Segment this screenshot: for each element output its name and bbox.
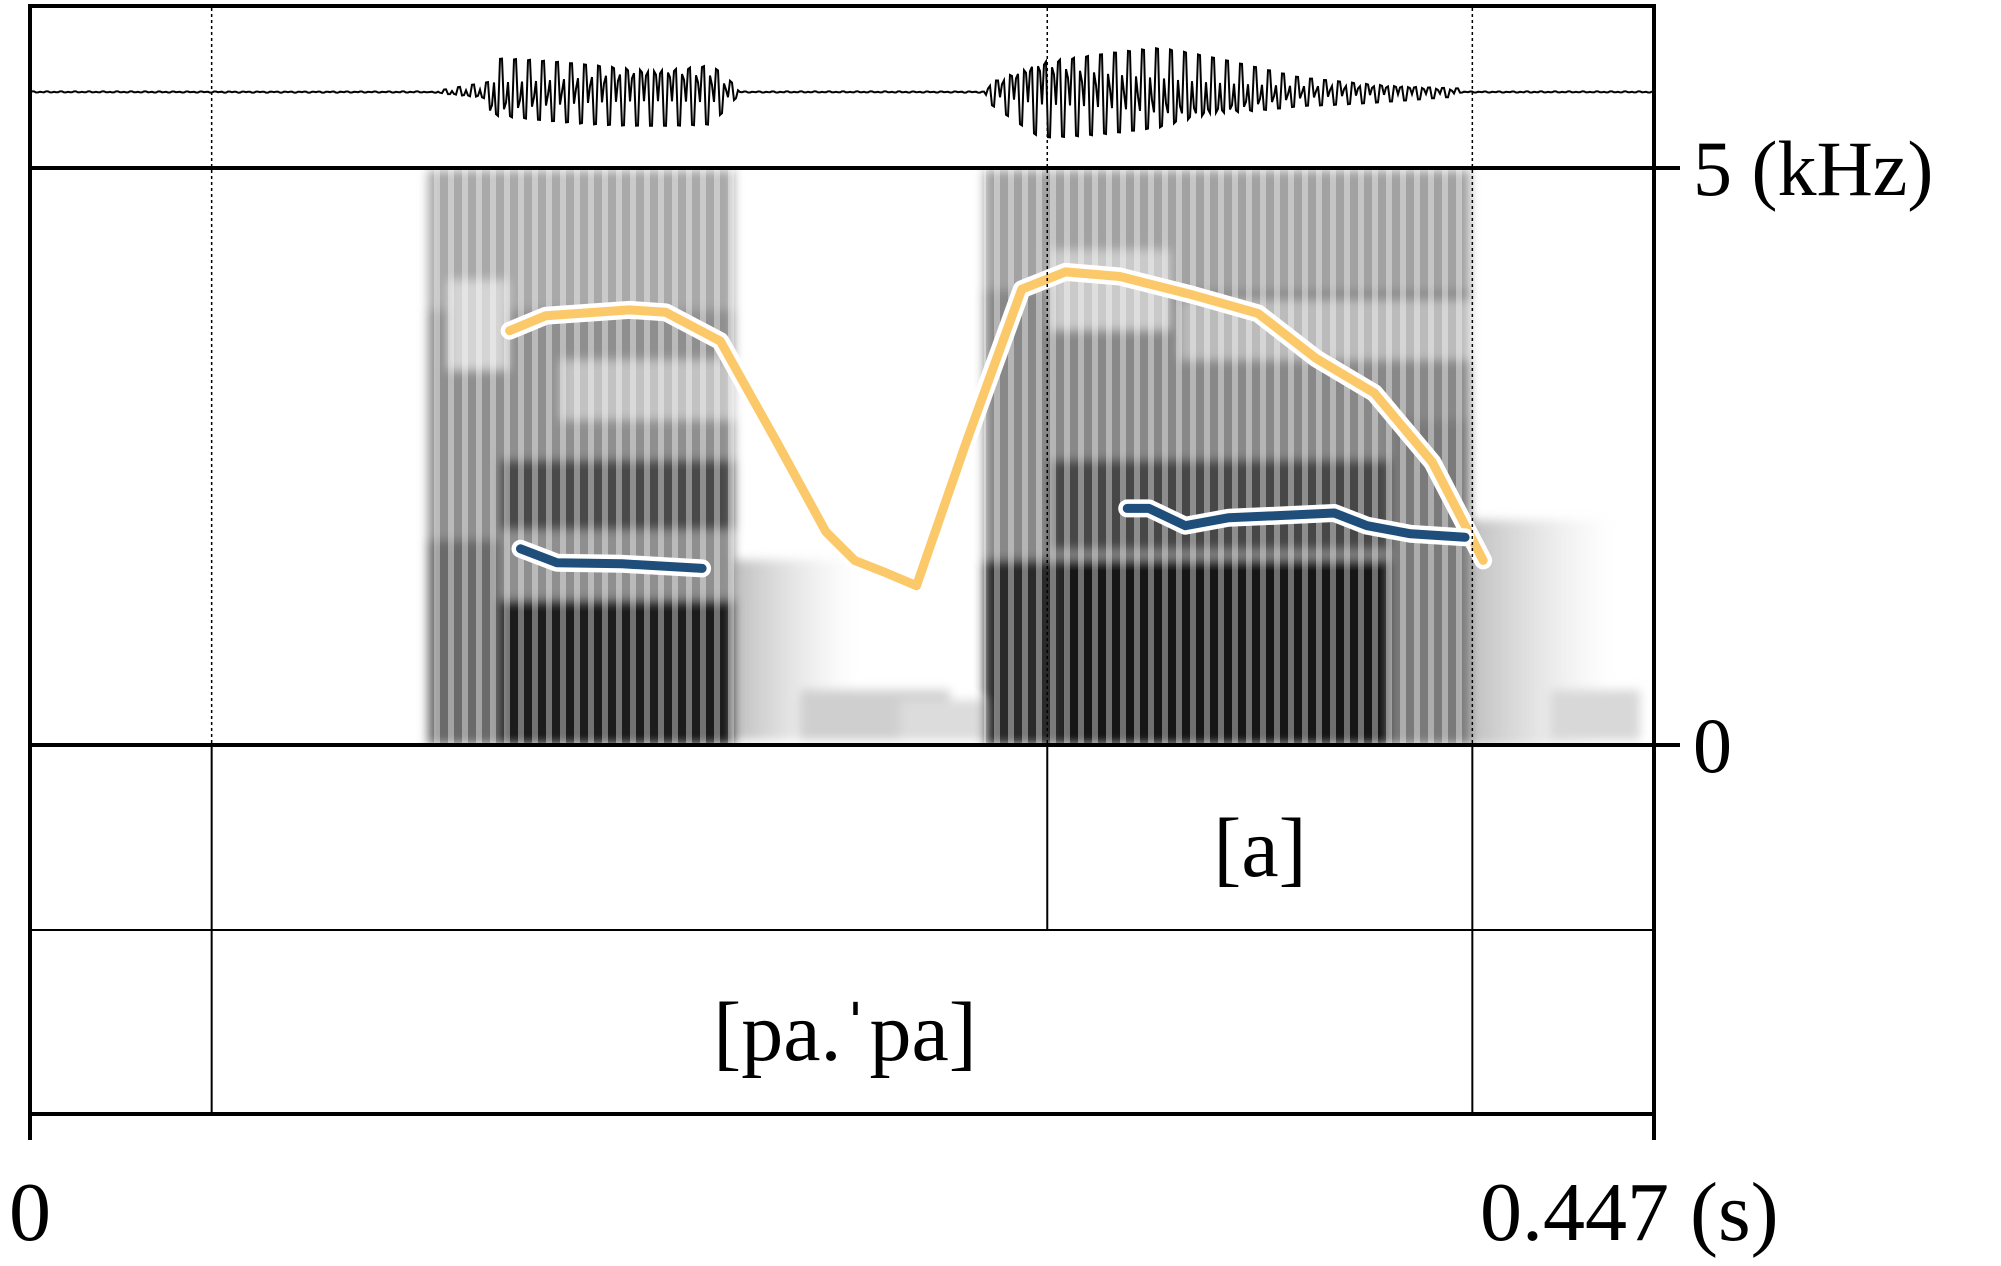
figure-frame [28, 4, 1680, 1116]
spectrogram [428, 170, 1640, 745]
formant-track-2-1 [516, 544, 707, 573]
time-axis [28, 1112, 1656, 1140]
frequency-min-label: 0 [1693, 702, 1732, 789]
time-end-label: 0.447 (s) [1480, 1166, 1779, 1259]
word-tier-label: [pa.ˈpa] [713, 986, 976, 1079]
waveform-panel [32, 47, 1653, 139]
frequency-max-label: 5 (kHz) [1693, 125, 1933, 212]
time-start-label: 0 [9, 1166, 51, 1259]
waveform-trace [32, 47, 1653, 139]
segment-tier-label: [a] [1213, 802, 1306, 895]
formant-track-1-1 [505, 267, 1488, 591]
formant-tracks [500, 262, 1493, 595]
formant-track-2-2 [1122, 503, 1470, 542]
